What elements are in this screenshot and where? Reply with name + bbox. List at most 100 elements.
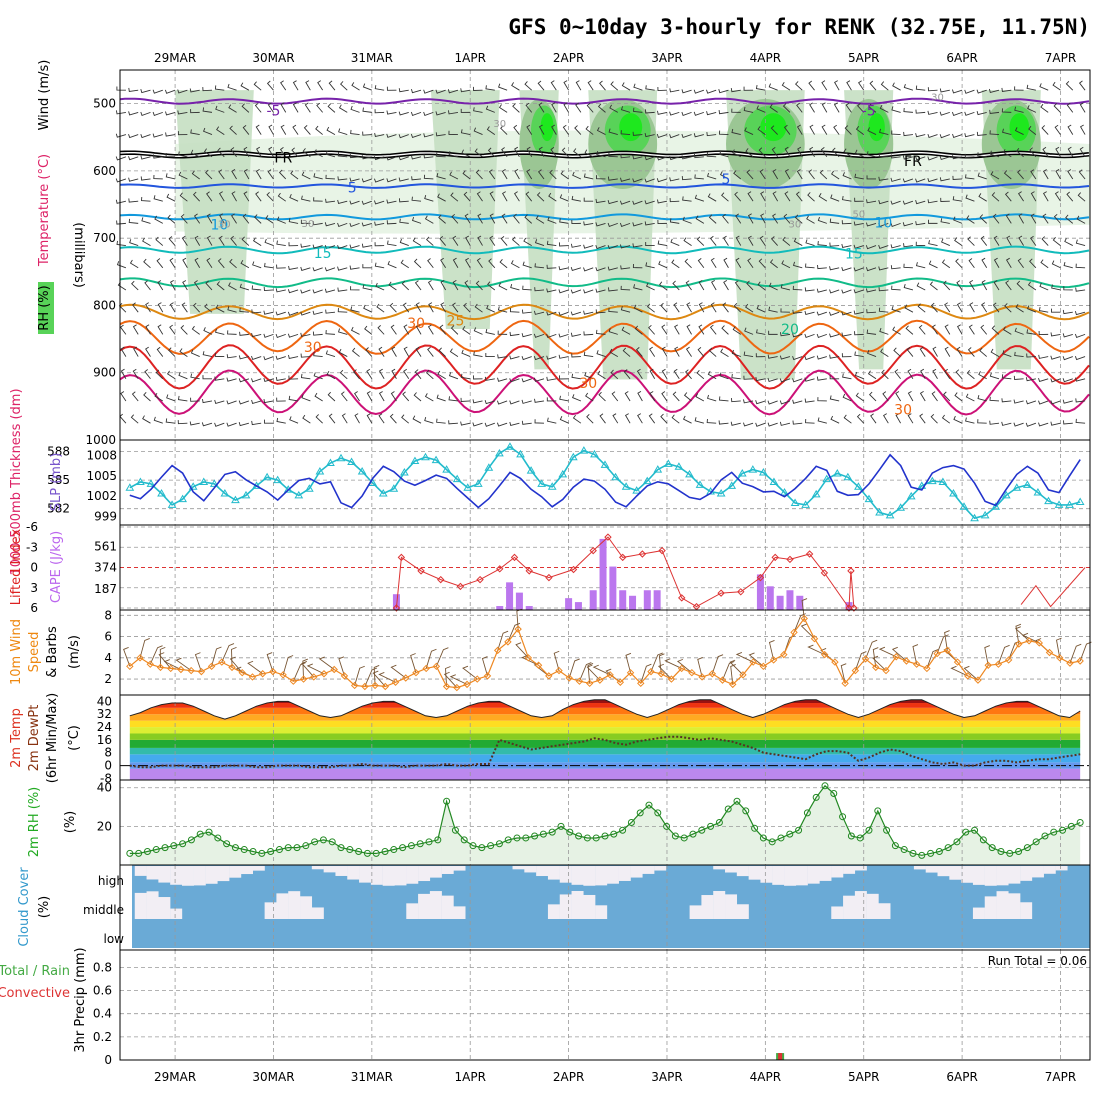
wind-speed-marker — [688, 668, 696, 677]
wind-barb — [816, 333, 827, 338]
wind-barb — [477, 235, 483, 246]
wind-barb — [438, 347, 446, 357]
wind-barb — [1029, 147, 1037, 158]
wind-barb — [731, 374, 741, 380]
y-tick: 800 — [93, 298, 116, 312]
rh-marker — [478, 844, 486, 852]
wind-barb — [386, 178, 397, 183]
wind-barb — [538, 102, 545, 113]
wind-barb — [166, 394, 176, 402]
wind-speed-marker — [310, 673, 318, 681]
y-tick: 4 — [104, 651, 112, 665]
wind-barb — [620, 265, 631, 270]
wind-barb — [944, 368, 951, 380]
wind-barb — [1067, 124, 1074, 135]
rh-marker — [874, 807, 882, 815]
rh-marker — [451, 826, 459, 834]
wind-barb — [280, 124, 287, 135]
wind-barb — [128, 111, 139, 116]
wind-barb — [288, 395, 299, 402]
wind-barb — [312, 331, 323, 336]
wind-barb — [337, 266, 348, 271]
wind-barb — [366, 390, 373, 402]
series-marker — [484, 463, 494, 471]
wind-barb — [743, 351, 754, 358]
date-label-top: 1APR — [455, 51, 486, 65]
wind-barb — [324, 288, 336, 293]
wind-barb — [941, 414, 951, 424]
wind-barb — [120, 346, 127, 357]
wind-barb — [485, 328, 495, 335]
cape-bar — [525, 606, 533, 610]
y-axis-label: (%) — [63, 811, 78, 834]
wind-barb — [673, 302, 680, 313]
wind-barb — [460, 129, 471, 136]
wind-barb — [1038, 306, 1049, 313]
wind-barb — [620, 306, 631, 313]
wind-barb — [128, 134, 139, 139]
wind-barb — [902, 155, 914, 160]
rh-marker — [231, 844, 239, 852]
wind-barb — [583, 289, 594, 294]
rh-marker — [821, 782, 829, 790]
wind-barb — [1026, 353, 1036, 358]
cloud-high — [335, 866, 348, 876]
wind-barb — [807, 192, 815, 202]
wind-barb — [300, 289, 311, 294]
rh-marker — [759, 834, 767, 842]
wind-barb — [415, 324, 422, 335]
wind-barb — [133, 346, 139, 357]
wind-barb — [646, 303, 655, 313]
wind-barb — [682, 216, 692, 224]
wind-barb — [501, 168, 508, 180]
wind-barb — [1017, 191, 1024, 202]
cloud-high — [748, 866, 761, 880]
wind-barb — [292, 102, 299, 113]
y-axis-label: & Barbs — [45, 626, 60, 678]
wind-barb — [866, 329, 877, 335]
rh-marker — [680, 834, 688, 842]
rh-marker — [971, 826, 979, 834]
wind-barb — [190, 349, 200, 357]
wind-barb — [166, 370, 176, 380]
wind-barb — [1051, 284, 1061, 291]
wind-barb — [891, 305, 901, 313]
wind-barb — [952, 175, 963, 180]
wind-barb — [596, 150, 606, 158]
y-tick: 0 — [104, 1053, 112, 1067]
rh-marker — [891, 842, 899, 850]
wind-barb — [698, 279, 705, 291]
cloud-high — [618, 866, 631, 881]
wind-barb — [671, 259, 680, 269]
wind-barb — [487, 147, 496, 158]
wind-barb — [390, 324, 397, 335]
wind-barb — [793, 237, 803, 246]
wind-barb — [448, 396, 458, 402]
wind-barb — [595, 198, 606, 204]
rh-marker — [724, 805, 732, 813]
wind-barb — [202, 127, 213, 136]
wind-barb — [338, 656, 345, 677]
wind-barb — [115, 156, 127, 161]
wind-barb — [772, 191, 779, 202]
wind-barb — [1016, 280, 1024, 291]
wind-barb — [288, 354, 299, 360]
wind-barb — [533, 377, 545, 382]
wind-barb — [190, 373, 200, 380]
cape-bar — [756, 574, 764, 610]
wind-barb — [1078, 169, 1086, 180]
y-tick: 0.4 — [93, 1007, 112, 1021]
wind-barb — [661, 346, 668, 357]
wind-barb — [772, 169, 779, 180]
wind-barb — [238, 400, 250, 405]
wind-barb — [796, 169, 803, 180]
wind-barb — [523, 237, 532, 246]
wind-barb — [337, 287, 348, 292]
wind-barb — [760, 213, 766, 224]
wind-barb — [669, 134, 680, 139]
wind-barb — [448, 372, 459, 380]
wind-barb — [241, 103, 250, 113]
wind-barb — [903, 83, 914, 91]
rh-marker — [751, 824, 759, 832]
wind-barb — [215, 328, 225, 335]
